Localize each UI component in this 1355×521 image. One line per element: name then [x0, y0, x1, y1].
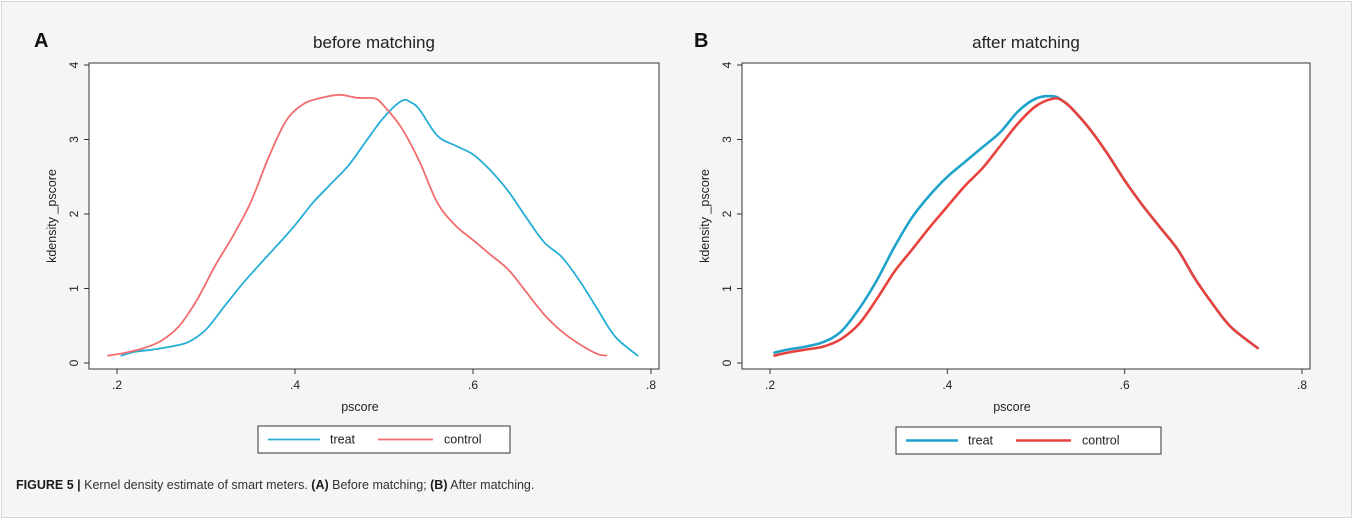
y-tick-label: 4	[67, 61, 81, 68]
x-tick-label: .6	[1120, 378, 1130, 392]
y-tick-label: 3	[720, 136, 734, 143]
series-line-control	[107, 93, 608, 357]
series-line-treat	[120, 98, 639, 357]
x-axis-label: pscore	[341, 400, 379, 414]
caption-text-b: After matching.	[450, 478, 535, 492]
legend-label: control	[444, 433, 482, 447]
plot-area	[88, 62, 660, 370]
x-tick-label: .8	[646, 378, 656, 392]
y-tick-label: 1	[720, 285, 734, 292]
panel-label: B	[694, 30, 708, 52]
caption-text: Kernel density estimate of smart meters.	[84, 478, 308, 492]
chart-title: before matching	[313, 33, 435, 52]
y-tick-label: 0	[720, 359, 734, 366]
caption-label: FIGURE 5 |	[16, 478, 81, 492]
y-axis-label: kdensity _pscore	[45, 169, 59, 263]
y-tick-label: 2	[720, 210, 734, 217]
chart-title: after matching	[972, 33, 1080, 52]
y-tick-label: 2	[67, 210, 81, 217]
series-line-control	[773, 96, 1259, 357]
caption-ref-a: (A)	[311, 478, 329, 492]
caption-text-a: Before matching;	[332, 478, 427, 492]
caption-ref-b: (B)	[430, 478, 448, 492]
y-tick-label: 0	[67, 359, 81, 366]
x-tick-label: .2	[112, 378, 122, 392]
legend-label: control	[1082, 434, 1120, 448]
x-tick-label: .2	[765, 378, 775, 392]
y-tick-label: 3	[67, 136, 81, 143]
legend-label: treat	[330, 433, 356, 447]
y-tick-label: 1	[67, 285, 81, 292]
figure-caption: FIGURE 5 | Kernel density estimate of sm…	[16, 478, 534, 492]
y-axis-label: kdensity _pscore	[698, 169, 712, 263]
x-tick-label: .6	[468, 378, 478, 392]
legend-label: treat	[968, 434, 994, 448]
x-tick-label: .4	[942, 378, 952, 392]
y-tick-label: 4	[720, 61, 734, 68]
panel-label: A	[34, 30, 48, 52]
x-axis-label: pscore	[993, 400, 1031, 414]
x-tick-label: .8	[1297, 378, 1307, 392]
x-tick-label: .4	[290, 378, 300, 392]
plot-area	[741, 62, 1311, 370]
